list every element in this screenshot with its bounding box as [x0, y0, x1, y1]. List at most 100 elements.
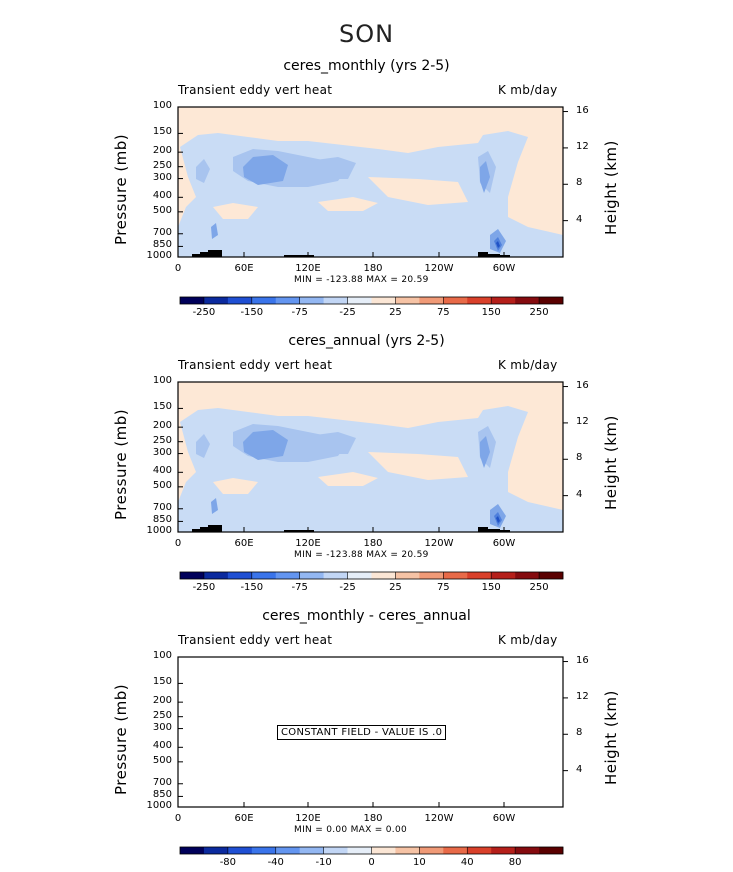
- colorbar-swatch: [299, 297, 324, 304]
- field-negative-strong: [243, 430, 288, 460]
- topography-block: [284, 255, 314, 257]
- colorbar-swatch: [371, 572, 396, 579]
- y-axis-label: Pressure (mb): [112, 683, 130, 795]
- height-tick-label: 8: [576, 177, 583, 189]
- topography-block: [478, 527, 488, 532]
- x-tick-label: 60E: [234, 813, 254, 824]
- colorbar-swatch: [467, 297, 492, 304]
- colorbar: [179, 571, 564, 580]
- colorbar-label: 150: [481, 307, 501, 318]
- field-positive-bg: [178, 107, 563, 257]
- topography-block: [208, 250, 222, 257]
- y-tick-label: 300: [152, 721, 172, 733]
- colorbar-swatch: [347, 297, 372, 304]
- colorbar-swatch: [467, 847, 492, 854]
- field-negative-core: [494, 237, 502, 251]
- colorbar-swatch: [323, 297, 348, 304]
- colorbar-label: 75: [436, 307, 450, 318]
- field-positive-bg: [178, 382, 563, 532]
- colorbar-swatch: [275, 572, 300, 579]
- colorbar-swatch: [395, 297, 420, 304]
- y-tick-label: 200: [152, 420, 172, 432]
- colorbar-label: -40: [267, 857, 284, 868]
- height-tick-label: 8: [576, 452, 583, 464]
- colorbar-swatch: [539, 847, 564, 854]
- x-tick-label: 180: [363, 538, 383, 549]
- plot-frame: [177, 106, 564, 258]
- topography-block: [284, 530, 314, 532]
- colorbar-swatch: [251, 572, 277, 579]
- colorbar-swatch: [203, 572, 229, 579]
- topography-block: [486, 254, 500, 257]
- colorbar-label: 150: [481, 582, 501, 593]
- colorbar-swatch: [275, 297, 300, 304]
- field-negative-strong: [480, 436, 490, 468]
- height-tick-label: 12: [576, 415, 589, 427]
- colorbar-swatch: [395, 847, 420, 854]
- colorbar-swatch: [491, 847, 516, 854]
- units-label: K mb/day: [498, 358, 558, 372]
- field-negative-strong: [211, 223, 218, 239]
- colorbar-swatch: [323, 847, 348, 854]
- height-tick-label: 4: [576, 763, 583, 775]
- topography-block: [486, 529, 500, 532]
- height-tick-label: 16: [576, 104, 589, 116]
- colorbar-swatch: [227, 572, 253, 579]
- colorbar-swatch: [275, 847, 300, 854]
- colorbar-label: -25: [339, 307, 356, 318]
- y-tick-label: 150: [152, 126, 172, 138]
- colorbar-swatch: [371, 297, 396, 304]
- colorbar-swatch: [251, 847, 277, 854]
- height-tick-label: 16: [576, 379, 589, 391]
- colorbar-swatch: [180, 297, 205, 304]
- field-negative-mid: [308, 432, 356, 454]
- colorbar-label: 25: [389, 307, 402, 318]
- colorbar-label: -150: [240, 582, 264, 593]
- colorbar-swatch: [467, 572, 492, 579]
- field-negative-strong: [243, 155, 288, 185]
- colorbar-swatch: [419, 572, 444, 579]
- variable-label: Transient eddy vert heat: [178, 83, 333, 97]
- height-tick-label: 12: [576, 140, 589, 152]
- colorbar-label: 10: [413, 857, 426, 868]
- y-axis-label: Pressure (mb): [112, 408, 130, 520]
- colorbar-swatch: [299, 847, 324, 854]
- field-negative-core: [496, 241, 500, 248]
- field-negative-mid: [233, 424, 348, 462]
- constant-field-box: CONSTANT FIELD - VALUE IS .0: [277, 725, 447, 740]
- height-tick-label: 12: [576, 690, 589, 702]
- colorbar-swatch: [443, 297, 468, 304]
- colorbar-swatch: [227, 847, 253, 854]
- colorbar-label: -250: [192, 307, 216, 318]
- y-tick-label: 700: [152, 776, 172, 788]
- field-negative-strong: [211, 498, 218, 514]
- field-positive-patch: [368, 177, 468, 205]
- y-tick-label: 500: [152, 479, 172, 491]
- panel-title: ceres_monthly - ceres_annual: [262, 608, 471, 624]
- field-negative-light: [178, 406, 563, 532]
- y-tick-label: 200: [152, 145, 172, 157]
- colorbar-swatch: [539, 297, 564, 304]
- colorbar-label: 0: [368, 857, 375, 868]
- x-tick-label: 180: [363, 813, 383, 824]
- colorbar-swatch: [491, 297, 516, 304]
- colorbar-label: -150: [240, 307, 264, 318]
- height-tick-label: 4: [576, 488, 583, 500]
- colorbar-swatch: [180, 572, 205, 579]
- colorbar-swatch: [180, 847, 205, 854]
- colorbar-swatch: [227, 297, 253, 304]
- colorbar-swatch: [299, 572, 324, 579]
- colorbar-label: 75: [436, 582, 450, 593]
- height-axis-label: Height (km): [602, 140, 620, 235]
- x-tick-label: 180: [363, 263, 383, 274]
- field-negative-mid: [308, 157, 356, 179]
- height-tick-label: 4: [576, 213, 583, 225]
- x-tick-label: 120E: [295, 263, 321, 274]
- topography-block: [478, 252, 488, 257]
- x-tick-label: 0: [174, 538, 182, 549]
- colorbar-label: -250: [192, 582, 216, 593]
- min-max-label: MIN = 0.00 MAX = 0.00: [294, 825, 408, 835]
- field-negative-low: [198, 211, 448, 257]
